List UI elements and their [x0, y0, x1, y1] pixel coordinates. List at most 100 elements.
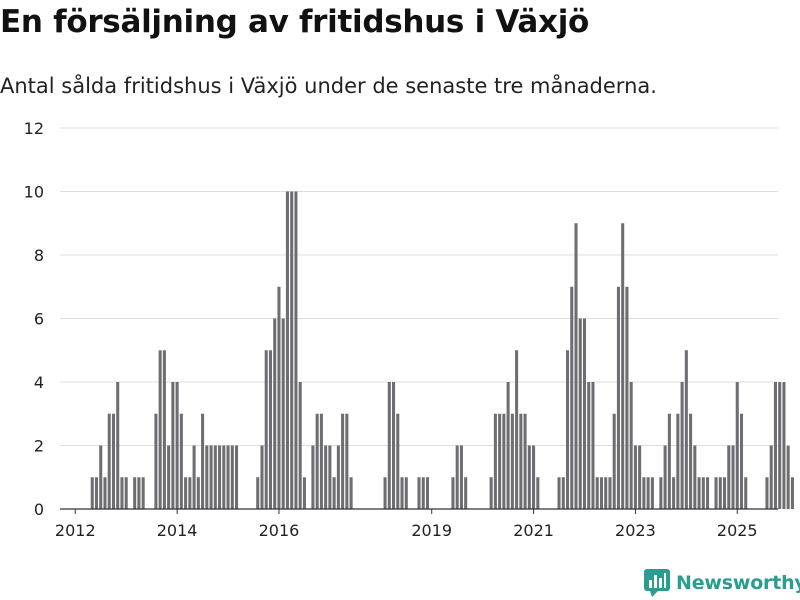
bar	[587, 382, 591, 509]
bar	[578, 318, 582, 509]
bar	[349, 477, 353, 509]
bar	[99, 445, 103, 509]
bar	[277, 286, 281, 509]
bar	[256, 477, 260, 509]
bar	[778, 382, 782, 509]
bar	[290, 191, 294, 509]
bar	[281, 318, 285, 509]
bar	[506, 382, 510, 509]
bar	[213, 445, 217, 509]
bar	[523, 413, 527, 509]
bar	[120, 477, 124, 509]
bar	[103, 477, 107, 509]
bar	[222, 445, 226, 509]
bar	[154, 413, 158, 509]
bar	[192, 445, 196, 509]
bar	[332, 477, 336, 509]
y-tick-label: 6	[34, 310, 44, 329]
bar	[311, 445, 315, 509]
bar	[184, 477, 188, 509]
bar	[574, 223, 578, 509]
bar	[205, 445, 209, 509]
bar	[489, 477, 493, 509]
bar	[718, 477, 722, 509]
bar	[638, 445, 642, 509]
bar	[714, 477, 718, 509]
bar	[612, 413, 616, 509]
bar	[502, 413, 506, 509]
bar	[324, 445, 328, 509]
bar	[493, 413, 497, 509]
bar	[387, 382, 391, 509]
x-tick-label: 2014	[157, 521, 198, 540]
bar	[383, 477, 387, 509]
bar	[782, 382, 786, 509]
bar	[201, 413, 205, 509]
bar	[124, 477, 128, 509]
x-tick-label: 2012	[55, 521, 96, 540]
bar	[739, 413, 744, 509]
bar	[659, 477, 663, 509]
bar	[167, 445, 171, 509]
bar	[226, 445, 230, 509]
bar	[701, 477, 705, 509]
bar	[646, 477, 650, 509]
bar	[264, 350, 268, 509]
bar	[515, 350, 519, 509]
bar	[693, 445, 697, 509]
bar	[209, 445, 213, 509]
bar	[616, 286, 620, 509]
bar	[629, 382, 633, 509]
bar	[421, 477, 425, 509]
bar	[773, 382, 777, 509]
newsworthy-logo: Newsworthy	[644, 569, 800, 597]
bar	[396, 413, 400, 509]
bar	[557, 477, 561, 509]
bar	[680, 382, 684, 509]
bar	[319, 413, 323, 509]
axes: 02468101212012201420162019202120232025	[24, 119, 778, 540]
bar	[302, 477, 306, 509]
bar	[298, 382, 302, 509]
bar	[90, 477, 94, 509]
bar	[769, 445, 773, 509]
bar	[171, 382, 175, 509]
bar	[650, 477, 654, 509]
bar	[175, 382, 179, 509]
bar	[667, 413, 671, 509]
chart-title: En försäljning av fritidshus i Växjö	[0, 4, 590, 40]
bar	[417, 477, 421, 509]
bar	[158, 350, 162, 509]
bar	[527, 445, 531, 509]
bar	[625, 286, 629, 509]
bar	[510, 413, 514, 509]
bar	[582, 318, 587, 509]
bar	[621, 223, 625, 509]
y-tick-label: 8	[34, 246, 44, 265]
bar	[404, 477, 408, 509]
bar	[633, 445, 637, 509]
bar	[230, 445, 234, 509]
bar	[107, 413, 111, 509]
bar	[570, 286, 574, 509]
bar	[141, 477, 145, 509]
bar	[162, 350, 166, 509]
bar	[599, 477, 603, 509]
bar	[498, 413, 502, 509]
bar	[561, 477, 565, 509]
bar	[663, 445, 667, 509]
bar	[260, 445, 264, 509]
bar	[336, 445, 340, 509]
bar	[536, 477, 540, 509]
bar	[595, 477, 599, 509]
bar	[608, 477, 612, 509]
bar	[137, 477, 141, 509]
bar	[392, 382, 396, 509]
bar	[235, 445, 239, 509]
bar	[676, 413, 680, 509]
bar	[116, 382, 120, 509]
bar	[731, 445, 735, 509]
bar	[400, 477, 404, 509]
bar	[315, 413, 319, 509]
bar	[273, 318, 277, 509]
